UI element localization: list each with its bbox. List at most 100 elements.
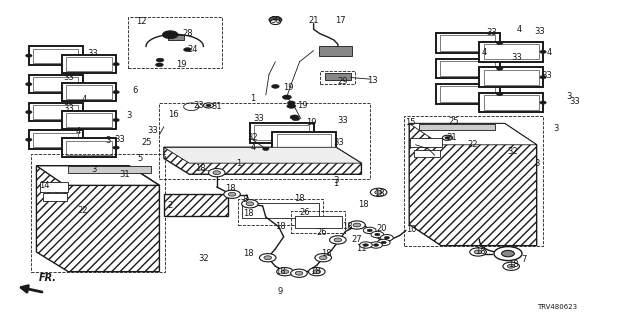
- Circle shape: [385, 236, 390, 239]
- Bar: [40, 182, 68, 192]
- Circle shape: [246, 202, 253, 206]
- Text: 33: 33: [253, 114, 264, 123]
- Circle shape: [497, 41, 503, 44]
- Circle shape: [360, 242, 372, 248]
- Circle shape: [163, 31, 178, 38]
- Circle shape: [213, 171, 221, 175]
- Bar: [484, 44, 539, 60]
- Polygon shape: [409, 124, 537, 246]
- Bar: [272, 132, 336, 151]
- Bar: [127, 17, 222, 68]
- Text: 18: 18: [310, 268, 321, 276]
- Circle shape: [330, 236, 346, 244]
- Circle shape: [209, 169, 225, 177]
- Bar: [484, 95, 539, 110]
- Circle shape: [497, 92, 503, 96]
- Bar: [254, 125, 309, 140]
- Bar: [168, 35, 184, 40]
- Text: TRV480623: TRV480623: [537, 304, 577, 309]
- Text: 4: 4: [76, 127, 81, 136]
- Bar: [276, 134, 332, 149]
- Bar: [33, 77, 79, 91]
- Circle shape: [113, 63, 119, 66]
- Bar: [43, 193, 67, 201]
- Text: 18: 18: [476, 247, 486, 257]
- Circle shape: [287, 101, 295, 105]
- Text: 33: 33: [337, 116, 348, 125]
- Text: 3: 3: [106, 136, 111, 146]
- Circle shape: [26, 110, 32, 114]
- Text: 4: 4: [250, 143, 256, 152]
- Circle shape: [502, 251, 515, 257]
- Bar: [404, 116, 543, 246]
- Circle shape: [494, 247, 522, 260]
- Text: 29: 29: [338, 77, 348, 86]
- Text: 4: 4: [547, 48, 552, 57]
- Text: 33: 33: [541, 71, 552, 80]
- Circle shape: [259, 253, 276, 262]
- Text: 13: 13: [367, 76, 378, 85]
- Text: 1: 1: [333, 179, 339, 188]
- Text: 22: 22: [468, 140, 478, 148]
- Text: 4: 4: [482, 48, 487, 57]
- Text: 2: 2: [168, 202, 173, 211]
- Bar: [291, 212, 346, 233]
- Text: 22: 22: [77, 206, 88, 215]
- Polygon shape: [36, 166, 159, 272]
- Bar: [33, 133, 79, 147]
- Circle shape: [204, 103, 214, 108]
- Circle shape: [508, 264, 515, 268]
- Bar: [319, 46, 352, 56]
- Text: 10: 10: [406, 225, 417, 234]
- Text: 32: 32: [247, 133, 258, 142]
- Polygon shape: [164, 147, 362, 174]
- Bar: [479, 42, 543, 62]
- Circle shape: [319, 256, 327, 260]
- Text: 9: 9: [278, 287, 283, 296]
- Circle shape: [503, 262, 520, 270]
- Text: 3: 3: [566, 92, 572, 101]
- Text: 18: 18: [321, 249, 332, 258]
- Bar: [436, 33, 500, 53]
- Text: 18: 18: [243, 249, 254, 258]
- Text: 33: 33: [333, 138, 344, 147]
- Text: 3: 3: [534, 159, 540, 168]
- Circle shape: [540, 76, 546, 79]
- Circle shape: [262, 147, 269, 150]
- Text: 32: 32: [198, 254, 209, 263]
- Circle shape: [26, 54, 32, 57]
- Bar: [436, 59, 500, 78]
- Circle shape: [206, 104, 211, 107]
- Text: 8: 8: [242, 195, 248, 204]
- Bar: [419, 124, 495, 130]
- Bar: [29, 75, 83, 93]
- Bar: [62, 83, 116, 101]
- Circle shape: [381, 241, 387, 244]
- Bar: [479, 68, 543, 87]
- Circle shape: [334, 238, 342, 242]
- Circle shape: [242, 200, 258, 208]
- Polygon shape: [409, 124, 537, 145]
- Circle shape: [113, 118, 119, 122]
- Text: 19: 19: [177, 60, 187, 69]
- Text: 3: 3: [91, 165, 97, 174]
- Text: 4: 4: [82, 95, 87, 104]
- Text: 3: 3: [126, 111, 132, 120]
- Circle shape: [291, 269, 307, 277]
- Circle shape: [308, 268, 325, 276]
- Bar: [440, 35, 495, 51]
- Circle shape: [276, 268, 293, 276]
- Circle shape: [184, 48, 191, 52]
- Bar: [440, 86, 495, 102]
- Circle shape: [470, 248, 486, 256]
- Text: 4: 4: [516, 25, 522, 35]
- Text: 33: 33: [486, 28, 497, 37]
- Circle shape: [371, 188, 387, 196]
- Text: 11: 11: [356, 244, 367, 253]
- Bar: [294, 216, 342, 228]
- Bar: [62, 111, 116, 129]
- Text: 18: 18: [374, 189, 385, 198]
- Text: 23: 23: [194, 101, 204, 110]
- Bar: [239, 199, 323, 225]
- Circle shape: [282, 95, 291, 100]
